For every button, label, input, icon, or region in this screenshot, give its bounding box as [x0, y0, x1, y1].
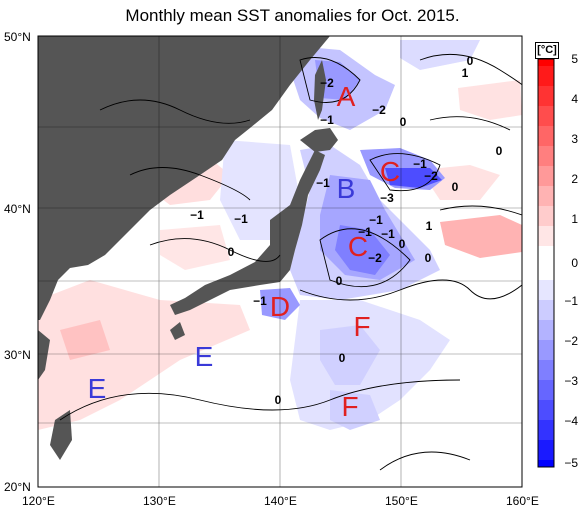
- colorbar-tick: −4: [564, 414, 578, 428]
- region-label-f-south: F: [341, 391, 358, 422]
- lon-label-160e: 160°E: [506, 494, 539, 508]
- contour-label: 0: [336, 274, 343, 288]
- lat-label-20n: 20°N: [4, 480, 31, 494]
- contour-label: −1: [369, 213, 383, 227]
- colorbar-tick: 4: [571, 92, 578, 106]
- contour-label: −1: [381, 227, 395, 241]
- contour-label: −1: [190, 208, 204, 222]
- colorbar-tick: 1: [571, 212, 578, 226]
- contour-label: 0: [339, 351, 346, 365]
- contour-label: −2: [368, 251, 382, 265]
- lon-label-120e: 120°E: [22, 494, 55, 508]
- colorbar-tick: 2: [571, 172, 578, 186]
- contour-label: −1: [234, 212, 248, 226]
- colorbar-tick: 5: [571, 52, 578, 66]
- lon-label-150e: 150°E: [385, 494, 418, 508]
- lon-label-130e: 130°E: [143, 494, 176, 508]
- colorbar-tick: −2: [564, 334, 578, 348]
- graticule: [38, 36, 522, 487]
- region-label-e-west: E: [88, 373, 107, 404]
- contour-label: 0: [452, 180, 459, 194]
- region-label-c-north: C: [380, 156, 400, 187]
- contour-label: 1: [462, 66, 469, 80]
- colorbar: [537, 58, 555, 468]
- contour-label: 0: [400, 115, 407, 129]
- contour-label: −2: [372, 103, 386, 117]
- contour-label: −2: [424, 169, 438, 183]
- contour-label: −1: [316, 176, 330, 190]
- region-label-c-south: C: [348, 231, 368, 262]
- contour-label: 0: [228, 245, 235, 259]
- contour-label: −2: [320, 76, 334, 90]
- contour-lines: [59, 53, 522, 471]
- contour-label: 0: [275, 393, 282, 407]
- contour-label: 0: [399, 237, 406, 251]
- contour-label: 0: [496, 144, 503, 158]
- colorbar-tick: 3: [571, 132, 578, 146]
- contour-label: −1: [358, 225, 372, 239]
- contour-value-labels: −2 −1 −2 0 0 1 0 −1 −2 −1 −3 0 −1 −1 0 −…: [190, 54, 503, 407]
- region-letters: A B C C D E E F F: [88, 81, 400, 422]
- region-label-f-north: F: [353, 311, 370, 342]
- lon-label-140e: 140°E: [264, 494, 297, 508]
- contour-label: −1: [320, 113, 334, 127]
- colorbar-unit: [°C]: [535, 42, 559, 59]
- region-label-e-east: E: [195, 341, 214, 372]
- region-label-b: B: [337, 173, 356, 204]
- contour-label: 0: [467, 54, 474, 68]
- lat-label-50n: 50°N: [4, 30, 31, 44]
- colorbar-tick: 0: [571, 256, 578, 270]
- colorbar-tick: −5: [564, 456, 578, 470]
- colorbar-tick: −1: [564, 294, 578, 308]
- land-masses: [38, 36, 338, 460]
- region-label-d: D: [270, 291, 290, 322]
- lat-label-30n: 30°N: [4, 348, 31, 362]
- map-title: Monthly mean SST anomalies for Oct. 2015…: [125, 6, 460, 25]
- contour-label: −1: [413, 157, 427, 171]
- contour-label: 1: [426, 219, 433, 233]
- lat-label-40n: 40°N: [4, 202, 31, 216]
- contour-label: −1: [253, 294, 267, 308]
- region-label-a: A: [337, 81, 356, 112]
- colorbar-tick: −3: [564, 374, 578, 388]
- contour-label: −3: [380, 191, 394, 205]
- contour-label: 0: [425, 251, 432, 265]
- map-frame: [37, 35, 523, 488]
